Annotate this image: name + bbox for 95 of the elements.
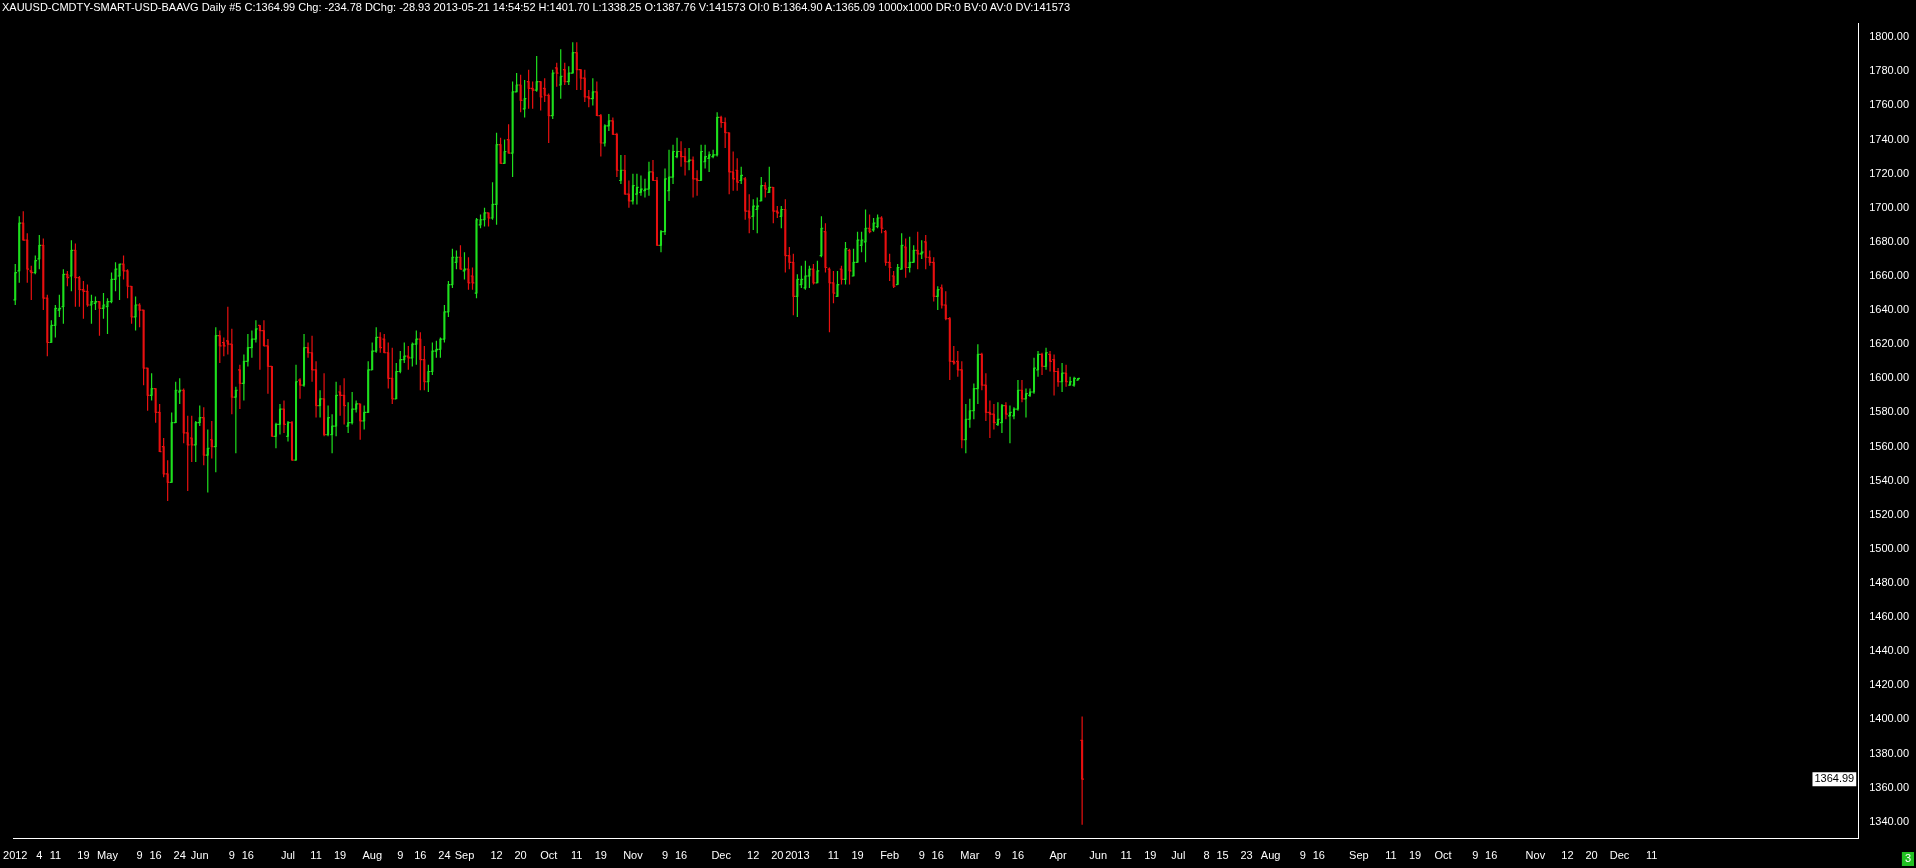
y-tick-label: 1560.00: [1869, 439, 1909, 452]
x-tick-label: 16: [931, 849, 944, 862]
y-tick-label: 1720.00: [1869, 166, 1909, 179]
y-tick-label: 1680.00: [1869, 234, 1909, 247]
x-tick-label: 19: [1144, 849, 1157, 862]
candlestick: [98, 300, 101, 337]
x-tick-label: 19: [851, 849, 864, 862]
x-tick-label: 24: [173, 849, 186, 862]
x-tick-label: Apr: [1049, 849, 1067, 862]
candlestick: [848, 248, 851, 286]
y-tick-label: 1540.00: [1869, 473, 1909, 486]
x-tick-label: 9: [397, 849, 404, 862]
y-tick-label: 1760.00: [1869, 98, 1909, 111]
x-tick-label: 11: [1385, 849, 1397, 862]
x-tick-label: 11: [1120, 849, 1132, 862]
x-tick-label: 9: [661, 849, 669, 862]
x-tick-label: Feb: [880, 849, 900, 862]
x-tick-label: 12: [747, 849, 760, 862]
y-tick-label: 1660.00: [1869, 269, 1909, 282]
x-tick-label: Aug: [362, 849, 382, 862]
y-tick-label: 1340.00: [1869, 814, 1909, 827]
x-tick-label: 11: [310, 849, 322, 862]
text: 3: [1904, 852, 1912, 865]
x-tick-label: Jun: [190, 849, 209, 862]
x-tick-label: 19: [77, 849, 90, 862]
y-tick-label: 1400.00: [1869, 712, 1909, 725]
candlestick: [836, 270, 839, 298]
x-tick-label: 24: [438, 849, 451, 862]
x-tick-label: 2012: [3, 849, 28, 862]
x-tick-label: Nov: [623, 849, 644, 862]
x-tick-label: 16: [1312, 849, 1325, 862]
x-tick-label: Dec: [711, 849, 732, 862]
x-tick-label: 20: [1585, 849, 1598, 862]
y-tick-label: 1580.00: [1869, 405, 1909, 418]
x-tick-label: 2013: [785, 849, 810, 862]
x-tick-label: 9: [994, 849, 1001, 862]
y-tick-label: 1360.00: [1869, 780, 1909, 793]
x-tick-label: Mar: [960, 849, 980, 862]
candlestick: [475, 217, 478, 299]
x-tick-label: Sep: [454, 849, 475, 862]
x-tick-label: 20: [514, 849, 527, 862]
y-tick-label: 1500.00: [1869, 541, 1909, 554]
y-tick-label: 1420.00: [1869, 678, 1909, 691]
chart-title: XAUUSD-CMDTY-SMART-USD-BAAVG Daily #5 C:1364.99 Chg: -234.78 DChg: -28.93 2013-05-21 14:54:52 H:1401.70 L:1338.25 O:1387.76 V:141573 OI:0 B:1364.90 A:1365.09 1000x1000 DR:0 BV:0 AV:0 DV:141573: [1, 0, 1072, 14]
y-tick-label: 1640.00: [1869, 303, 1909, 316]
y-tick-label: 1700.00: [1869, 200, 1909, 213]
x-tick-label: 19: [334, 849, 347, 862]
x-tick-label: 9: [918, 849, 925, 862]
x-tick-label: May: [97, 849, 119, 862]
x-tick-label: Oct: [1434, 849, 1452, 862]
x-tick-label: 11: [49, 849, 62, 862]
x-tick-label: 16: [1485, 849, 1498, 862]
x-tick-label: Jul: [1171, 849, 1186, 862]
x-tick-label: 4: [36, 849, 43, 862]
annotation: 1364.99: [1814, 772, 1855, 785]
x-tick-label: 20: [771, 849, 784, 862]
y-tick-label: 1600.00: [1869, 371, 1909, 384]
y-tick-label: 1440.00: [1869, 644, 1909, 657]
x-tick-label: 16: [149, 849, 162, 862]
x-tick-label: Jul: [280, 849, 296, 862]
x-tick-label: 9: [228, 849, 235, 862]
x-tick-label: 16: [1011, 849, 1025, 862]
x-tick-label: 9: [1299, 849, 1306, 862]
x-tick-label: 11: [1645, 849, 1658, 862]
y-tick-label: 1460.00: [1869, 610, 1909, 623]
candlestick: [844, 241, 847, 286]
candlestick: [467, 256, 470, 291]
x-tick-label: 8: [1203, 849, 1210, 862]
x-tick-label: 11: [827, 849, 840, 862]
x-tick-label: Oct: [540, 849, 558, 862]
y-tick-label: 1620.00: [1869, 337, 1909, 350]
x-tick-label: Nov: [1525, 849, 1546, 862]
x-tick-label: 12: [490, 849, 503, 862]
x-tick-label: 16: [674, 849, 688, 862]
x-tick-label: 9: [136, 849, 143, 862]
y-tick-label: 1520.00: [1869, 507, 1909, 520]
y-tick-label: 1480.00: [1869, 576, 1909, 589]
x-tick-label: Sep: [1349, 849, 1369, 862]
x-tick-label: Dec: [1609, 849, 1630, 862]
y-tick-label: 1780.00: [1869, 64, 1909, 77]
x-tick-label: 15: [1216, 849, 1229, 862]
x-tick-label: 19: [1408, 849, 1422, 862]
y-tick-label: 1740.00: [1869, 132, 1909, 145]
x-tick-label: 12: [1561, 849, 1574, 862]
candlestick: [840, 265, 843, 286]
x-tick-label: Jun: [1089, 849, 1108, 862]
x-tick-label: 9: [1472, 849, 1479, 862]
y-tick-label: 1800.00: [1869, 30, 1909, 43]
x-tick-label: 23: [1240, 849, 1253, 862]
x-tick-label: Aug: [1260, 849, 1281, 862]
x-tick-label: 11: [571, 849, 583, 862]
x-tick-label: 19: [594, 849, 607, 862]
y-tick-label: 1380.00: [1869, 746, 1909, 759]
x-tick-label: 16: [241, 849, 254, 862]
x-tick-label: 16: [414, 849, 427, 862]
